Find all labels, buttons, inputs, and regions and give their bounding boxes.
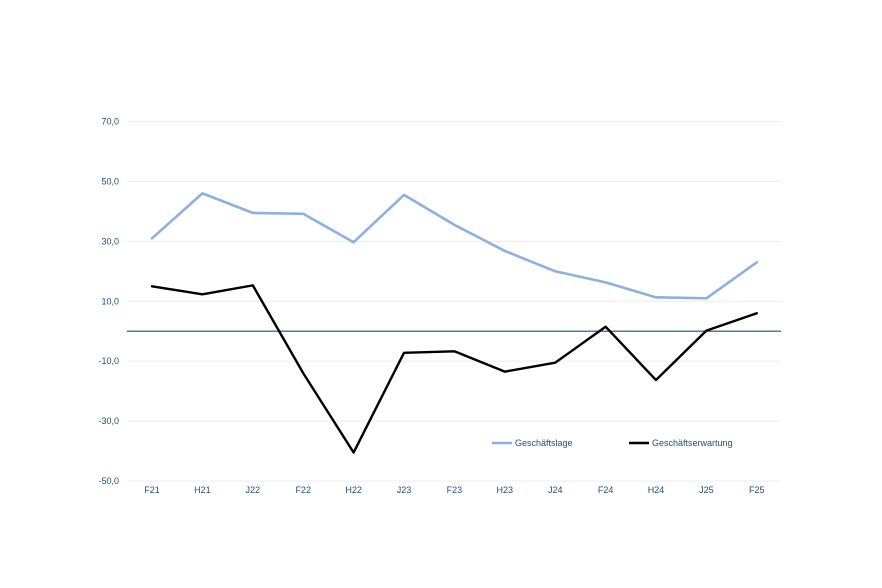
x-tick-label: F23 xyxy=(447,485,463,495)
gridlines xyxy=(127,121,781,482)
series-lines xyxy=(150,192,759,454)
x-tick-label: H23 xyxy=(497,485,514,495)
y-tick-label: -30,0 xyxy=(98,416,119,426)
x-tick-label: H24 xyxy=(648,485,665,495)
x-tick-label: H22 xyxy=(345,485,362,495)
series-line-geschaeftslage xyxy=(150,192,759,300)
y-tick-label: 50,0 xyxy=(101,176,119,186)
x-tick-label: F22 xyxy=(295,485,311,495)
x-tick-label: J25 xyxy=(699,485,714,495)
y-tick-label: -50,0 xyxy=(98,476,119,486)
y-tick-label: 10,0 xyxy=(101,296,119,306)
y-tick-label: 30,0 xyxy=(101,236,119,246)
x-tick-label: J23 xyxy=(397,485,412,495)
y-tick-label: -10,0 xyxy=(98,356,119,366)
legend-label: Geschäftserwartung xyxy=(652,438,733,448)
y-axis-tick-labels: 70,0 50,0 30,0 10,0 -10,0 -30,0 -50,0 xyxy=(98,117,119,487)
series-line-geschaeftserwartung xyxy=(150,284,758,454)
x-tick-label: F21 xyxy=(144,485,160,495)
legend: Geschäftslage Geschäftserwartung xyxy=(492,438,733,448)
x-tick-label: J22 xyxy=(246,485,261,495)
x-tick-label: J24 xyxy=(548,485,563,495)
y-tick-label: 70,0 xyxy=(101,117,119,127)
x-axis-tick-labels: F21 H21 J22 F22 H22 J23 F23 H23 J24 F24 H24 J25 F25 xyxy=(144,485,764,495)
x-tick-label: F25 xyxy=(749,485,765,495)
x-tick-label: F24 xyxy=(598,485,614,495)
x-tick-label: H21 xyxy=(194,485,211,495)
legend-label: Geschäftslage xyxy=(515,438,573,448)
